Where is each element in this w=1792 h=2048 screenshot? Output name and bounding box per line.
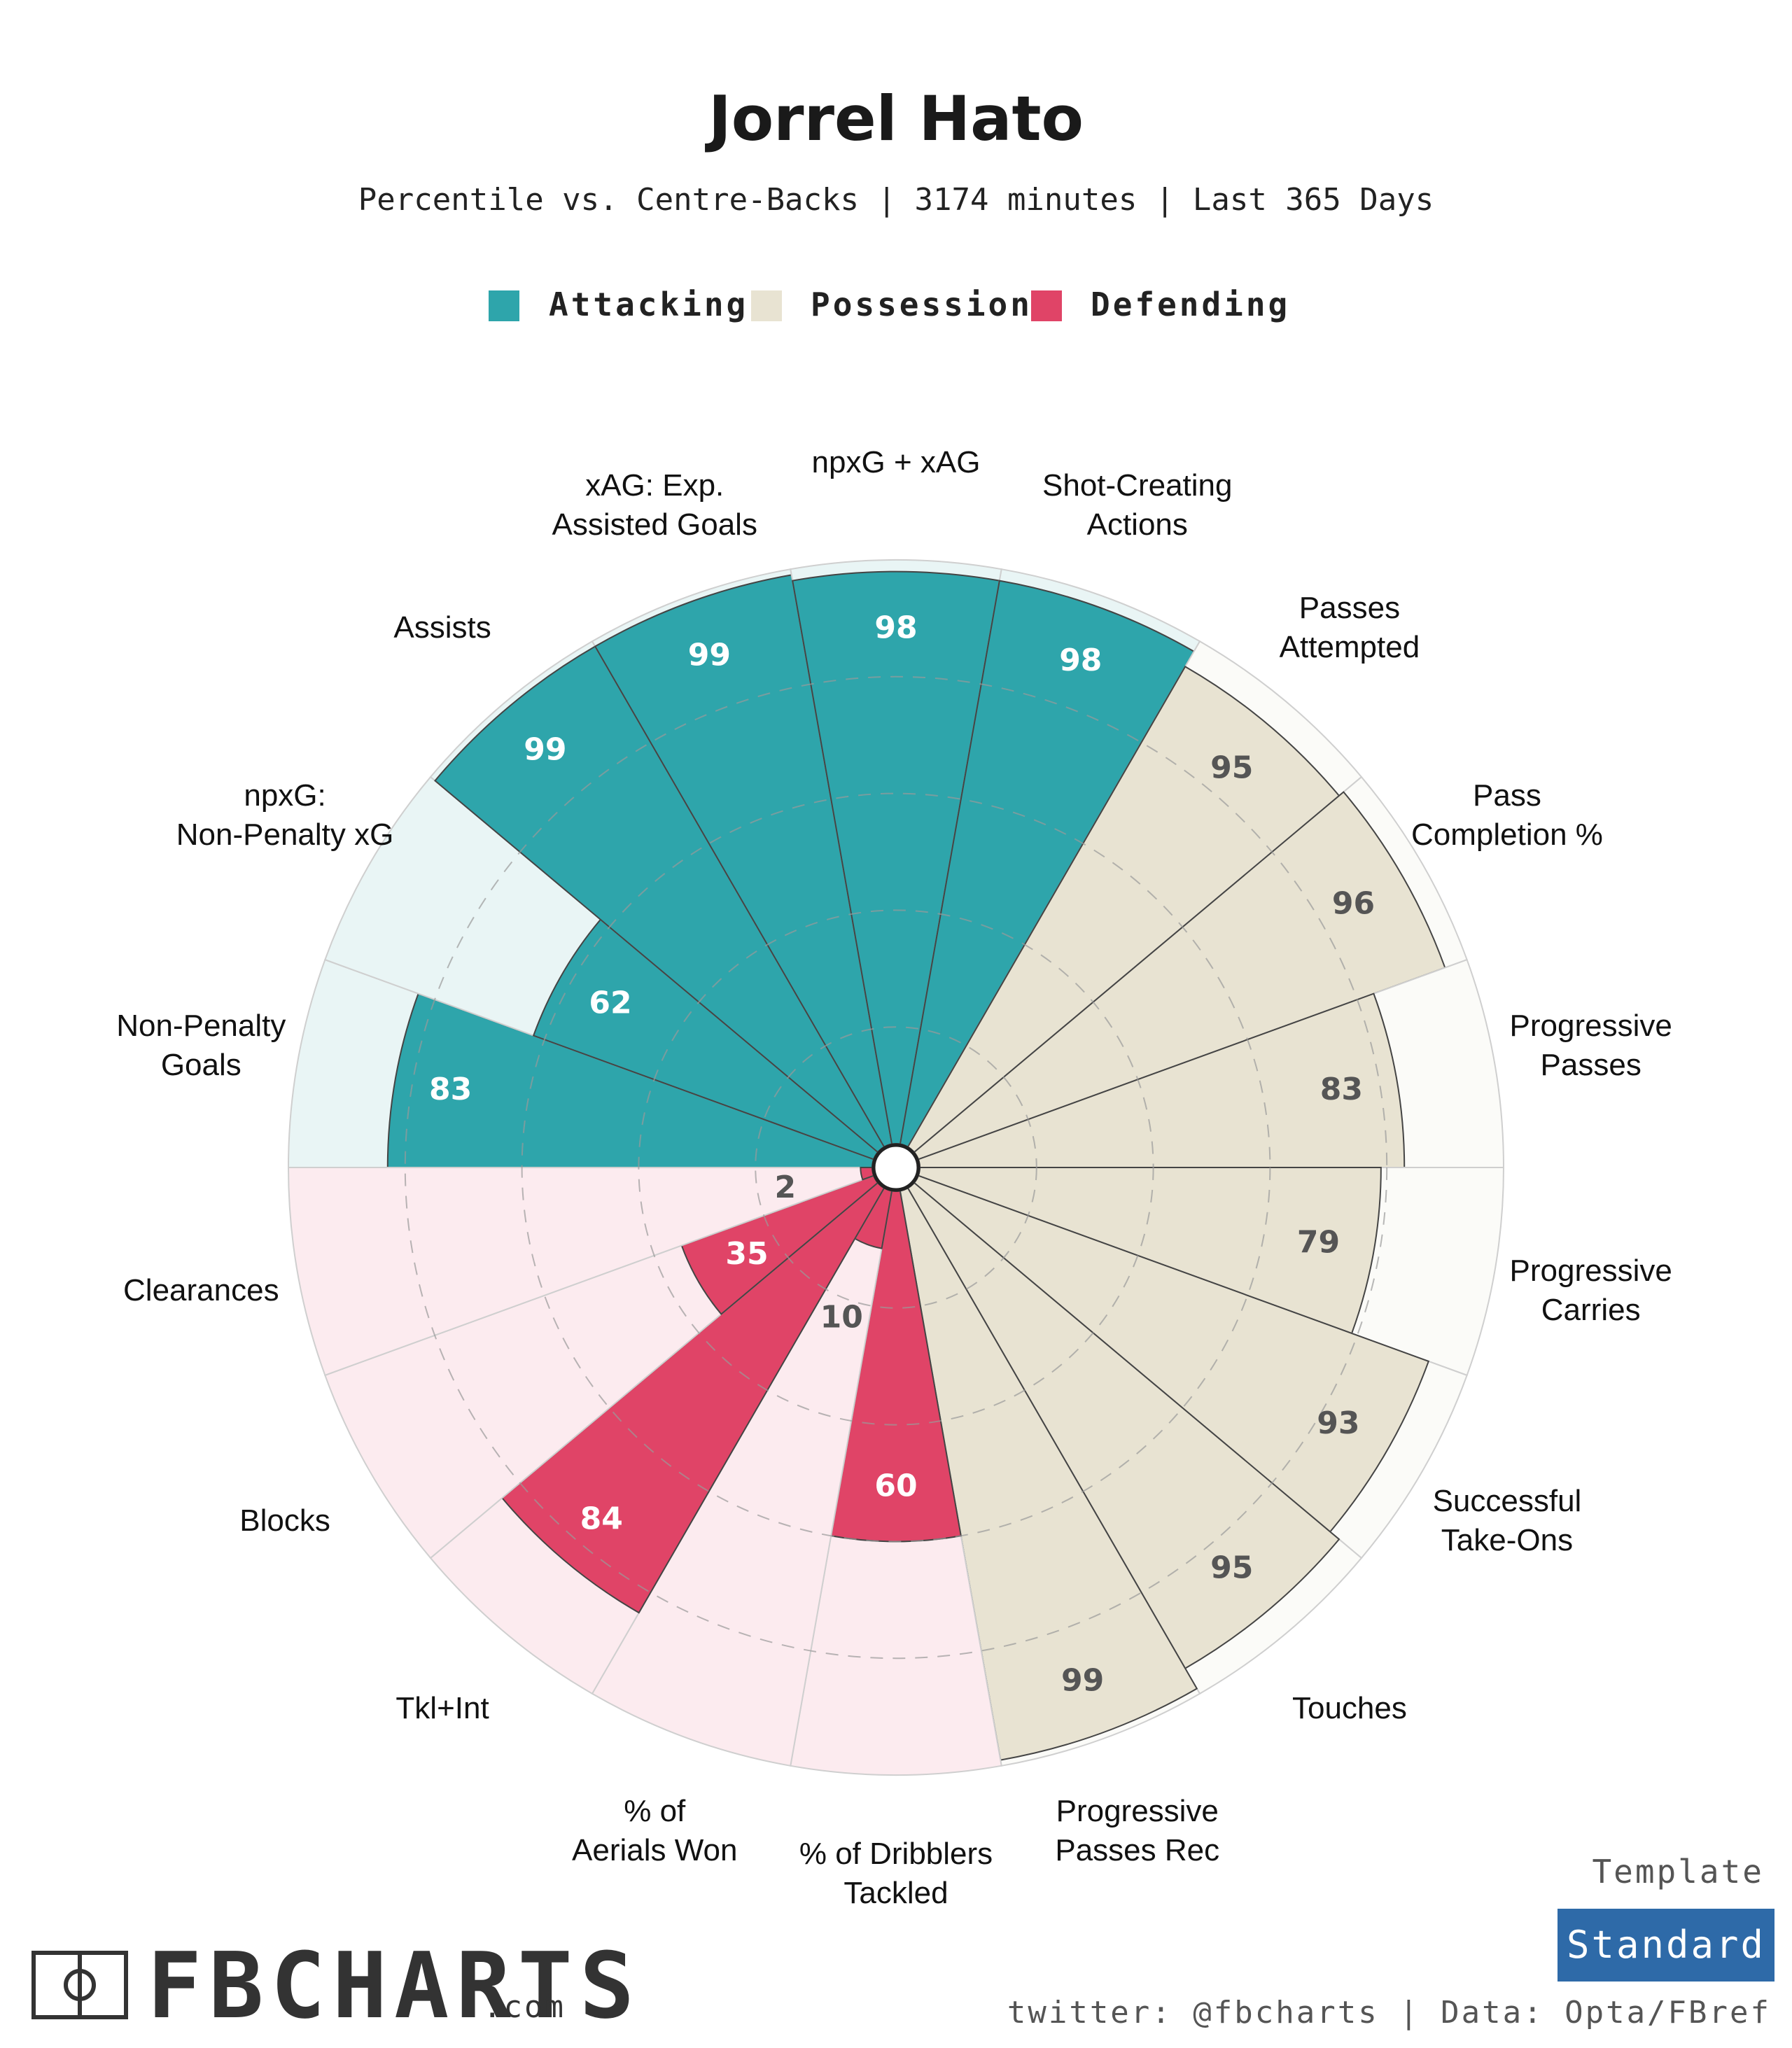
- category-label-clearances: Clearances: [123, 1273, 279, 1307]
- grid-ring: [638, 909, 1154, 1426]
- category-label-successful-take-ons: Successful Take-Ons: [1433, 1484, 1582, 1557]
- category-label-blocks: Blocks: [239, 1503, 330, 1538]
- category-label-npxg-xag: npxG + xAG: [812, 445, 981, 479]
- gridlines: [404, 675, 1388, 1660]
- value-label-progressive-carries: 79: [1297, 1224, 1340, 1260]
- category-label-npxg-non-penalty-xg: npxG: Non-Penalty xG: [176, 778, 394, 852]
- chart-subtitle: Percentile vs. Centre-Backs | 3174 minut…: [358, 182, 1434, 218]
- value-label-tkl-int: 84: [580, 1501, 623, 1536]
- value-label-npxg-xag: 98: [874, 610, 917, 646]
- grid-ring: [755, 1026, 1037, 1309]
- category-label-of-aerials-won: % of Aerials Won: [572, 1794, 737, 1867]
- value-label-passes-attempted: 95: [1210, 750, 1253, 785]
- category-label-passes-attempted: Passes Attempted: [1280, 591, 1420, 664]
- brand-name: FBCHARTS: [147, 1933, 641, 2039]
- template-value: Standard: [1567, 1923, 1765, 1967]
- category-label-xag-exp-assisted-goals: xAG: Exp. Assisted Goals: [552, 468, 757, 542]
- template-badge: [1558, 1909, 1774, 1982]
- value-labels: 83 62 99 99 98 98 95 96 83 79 93 95 99 60 10 84 352: [429, 610, 1375, 1699]
- legend-label-attacking: Attacking: [549, 286, 748, 323]
- legend: Attacking Possession Defending: [489, 286, 1290, 323]
- brand-logo: FBCHARTS .com: [31, 1933, 641, 2039]
- category-label-of-dribblers-tackled: % of Dribblers Tackled: [799, 1837, 993, 1910]
- value-label-non-penalty-goals: 83: [429, 1072, 472, 1107]
- category-label-tkl-int: Tkl+Int: [396, 1691, 489, 1725]
- category-labels: Non-Penalty Goals npxG: Non-Penalty xG Assis…: [116, 445, 1672, 1910]
- value-label-npxg-non-penalty-xg: 62: [589, 985, 631, 1021]
- category-label-shot-creating-actions: Shot-Creating Actions: [1042, 468, 1232, 542]
- value-label-of-dribblers-tackled: 60: [874, 1468, 917, 1503]
- value-label-progressive-passes: 83: [1320, 1072, 1363, 1107]
- legend-swatch-possession: [751, 290, 782, 321]
- center-hub: [872, 1143, 920, 1192]
- value-label-of-aerials-won: 10: [820, 1300, 863, 1335]
- value-label-pass-completion: 96: [1332, 886, 1375, 922]
- grid-ring: [404, 675, 1388, 1660]
- template-label: Template: [1592, 1853, 1764, 1891]
- brand-suffix: .com: [483, 1989, 566, 2025]
- legend-swatch-attacking: [489, 290, 519, 321]
- grid-ring: [521, 792, 1271, 1543]
- value-label-xag-exp-assisted-goals: 99: [688, 637, 731, 673]
- category-label-touches: Touches: [1292, 1691, 1407, 1725]
- data-credit: twitter: @fbcharts | Data: Opta/FBref: [1007, 1995, 1771, 2031]
- value-label-successful-take-ons: 93: [1317, 1405, 1359, 1441]
- category-label-pass-completion: Pass Completion %: [1411, 778, 1603, 852]
- value-label-assists: 99: [524, 732, 566, 768]
- category-label-assists: Assists: [393, 610, 491, 645]
- category-label-non-penalty-goals: Non-Penalty Goals: [116, 1009, 286, 1082]
- category-label-progressive-passes-rec: Progressive Passes Rec: [1055, 1794, 1219, 1867]
- wedges: [287, 559, 1505, 1776]
- legend-label-defending: Defending: [1091, 286, 1290, 323]
- value-label-progressive-passes-rec: 99: [1061, 1663, 1104, 1699]
- chart-title: Jorrel Hato: [705, 83, 1084, 155]
- legend-swatch-defending: [1031, 290, 1062, 321]
- value-label-shot-creating-actions: 98: [1059, 643, 1102, 678]
- category-label-progressive-passes: Progressive Passes: [1510, 1009, 1672, 1082]
- value-label-touches: 95: [1210, 1550, 1253, 1586]
- value-label-clearances: 2: [774, 1170, 796, 1205]
- legend-label-possession: Possession: [811, 286, 1032, 323]
- value-label-blocks: 35: [725, 1236, 768, 1272]
- category-label-progressive-carries: Progressive Carries: [1510, 1254, 1672, 1327]
